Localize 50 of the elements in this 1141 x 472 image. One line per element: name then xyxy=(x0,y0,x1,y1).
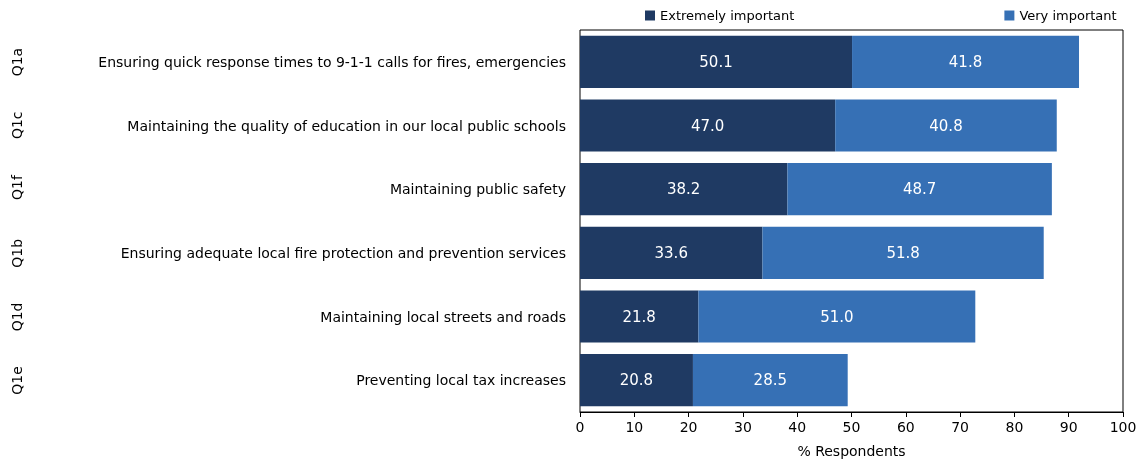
text: 28.5 xyxy=(753,371,788,390)
y-tick-label: Maintaining local streets and roads xyxy=(320,308,566,325)
bar xyxy=(852,35,1080,88)
text: Q1c xyxy=(9,111,25,140)
text: 47.0 xyxy=(690,116,725,135)
y-tick-label: Maintaining the quality of education in our local public schools xyxy=(127,117,566,134)
text: 21.8 xyxy=(622,307,656,326)
text: 38.2 xyxy=(667,180,701,199)
bar xyxy=(692,354,848,407)
x-tick-label: 20 xyxy=(679,419,698,435)
text: Q1b xyxy=(9,238,25,268)
bar xyxy=(580,99,836,152)
text: 41.8 xyxy=(948,52,983,71)
text: Q1e xyxy=(9,366,25,395)
x-tick-label: 30 xyxy=(733,419,752,435)
x-tick-label: 80 xyxy=(1005,419,1024,435)
x-tick-label: 100 xyxy=(1109,419,1137,435)
text: 48.7 xyxy=(902,180,937,199)
text: 20.8 xyxy=(619,371,654,390)
text: Q1f xyxy=(9,174,25,201)
bar xyxy=(835,99,1057,152)
x-tick-label: 10 xyxy=(625,419,644,435)
y-tick-label: Ensuring quick response times to 9-1-1 calls for fires, emergencies xyxy=(98,53,566,70)
bar xyxy=(580,163,788,216)
legend-label: Very important xyxy=(1019,8,1117,23)
bar xyxy=(698,290,976,343)
y-tick-label: Ensuring adequate local fire protection and prevention services xyxy=(120,244,566,261)
bar xyxy=(580,35,853,88)
text: Q1a xyxy=(9,47,25,77)
bar xyxy=(580,290,699,343)
text: 40.8 xyxy=(929,116,963,135)
text: 33.6 xyxy=(654,243,688,262)
x-axis-title: % Respondents xyxy=(797,443,906,459)
y-tick-label: Preventing local tax increases xyxy=(356,372,566,389)
bar xyxy=(762,226,1044,279)
x-tick-label: 50 xyxy=(842,419,861,435)
x-tick-label: 70 xyxy=(951,419,970,435)
x-tick-label: 90 xyxy=(1059,419,1078,435)
y-tick-label: Maintaining public safety xyxy=(389,181,566,198)
text: Q1d xyxy=(9,302,25,332)
x-tick-label: 0 xyxy=(575,419,585,435)
bar xyxy=(580,354,693,407)
text: 51.0 xyxy=(820,307,854,326)
bar xyxy=(787,163,1052,216)
text: 50.1 xyxy=(699,52,733,71)
x-tick-label: 60 xyxy=(896,419,915,435)
bar xyxy=(580,226,763,279)
legend-label: Extremely important xyxy=(660,8,795,23)
x-tick-label: 40 xyxy=(788,419,807,435)
text: 51.8 xyxy=(886,243,920,262)
